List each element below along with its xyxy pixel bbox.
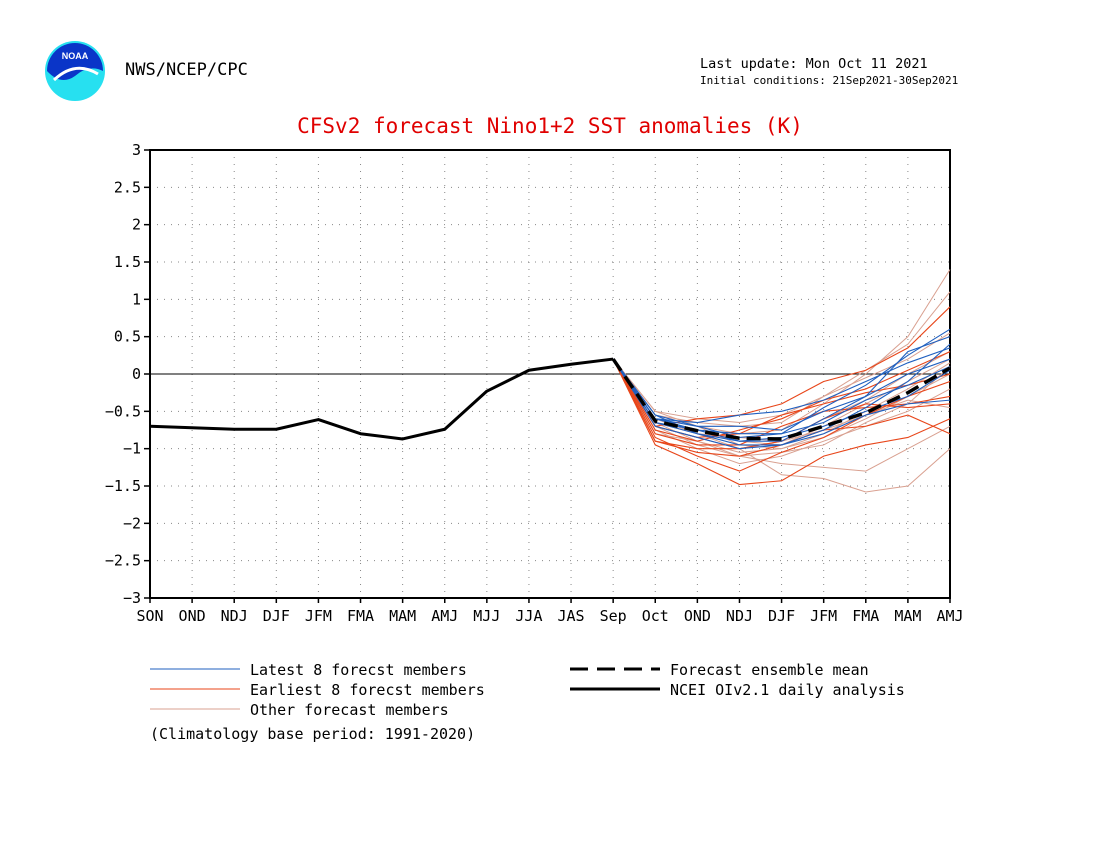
earliest-member-line [612, 358, 951, 486]
x-tick-label: DJF [768, 607, 795, 625]
x-tick-label: JAS [558, 607, 585, 625]
legend-lines [150, 667, 660, 710]
x-tick-label: NDJ [221, 607, 248, 625]
x-tick-label: Oct [642, 607, 669, 625]
logo-text: NOAA [62, 51, 89, 61]
series [149, 269, 951, 493]
x-tick-label: MAM [389, 607, 416, 625]
y-tick-label: 3 [132, 141, 141, 159]
ensemble-mean-line [611, 358, 951, 441]
legend-latest-label: Latest 8 forecst members [250, 661, 467, 679]
x-tick-label: Sep [600, 607, 627, 625]
y-tick-label: 0 [132, 365, 141, 383]
grid [150, 150, 950, 598]
y-tick-label: 2 [132, 216, 141, 234]
y-tick-label: −3 [123, 589, 141, 607]
latest-member-line [612, 358, 951, 450]
agency-label: NWS/NCEP/CPC [125, 60, 248, 80]
x-tick-label: NDJ [726, 607, 753, 625]
chart-title: CFSv2 forecast Nino1+2 SST anomalies (K) [297, 114, 803, 138]
x-tick-label: FMA [347, 607, 374, 625]
x-tick-label: JJA [515, 607, 542, 625]
x-tick-label: OND [684, 607, 711, 625]
y-tick-label: −2.5 [105, 552, 141, 570]
earliest-member-line [612, 358, 951, 472]
y-tick-label: 1 [132, 290, 141, 308]
legend-earliest-label: Earliest 8 forecst members [250, 681, 485, 699]
legend-mean-label: Forecast ensemble mean [670, 661, 869, 679]
x-tick-label: OND [179, 607, 206, 625]
other-member-line [612, 358, 951, 472]
earliest-member-line [612, 351, 951, 442]
y-tick-label: −1 [123, 440, 141, 458]
x-tick-label: SON [136, 607, 163, 625]
x-tick-label: AMJ [431, 607, 458, 625]
x-tick-label: MJJ [473, 607, 500, 625]
x-tick-label: DJF [263, 607, 290, 625]
y-tick-label: −1.5 [105, 477, 141, 495]
x-tick-label: JFM [305, 607, 332, 625]
x-tick-label: FMA [852, 607, 879, 625]
y-tick-label: −0.5 [105, 402, 141, 420]
y-tick-label: 2.5 [114, 178, 141, 196]
other-member-line [612, 291, 951, 427]
noaa-logo: NOAA [45, 41, 105, 101]
initial-conditions-text: Initial conditions: 21Sep2021-30Sep2021 [700, 74, 959, 87]
analysis-line [149, 357, 614, 441]
x-tick-label: AMJ [936, 607, 963, 625]
last-update-text: Last update: Mon Oct 11 2021 [700, 56, 928, 72]
latest-member-line [612, 347, 951, 424]
legend-analysis-label: NCEI OIv2.1 daily analysis [670, 681, 905, 699]
earliest-member-line [612, 358, 951, 446]
y-tick-label: −2 [123, 514, 141, 532]
x-tick-label: JFM [810, 607, 837, 625]
latest-member-line [612, 336, 951, 431]
legend-other-label: Other forecast members [250, 701, 449, 719]
y-tick-label: 1.5 [114, 253, 141, 271]
y-tick-label: 0.5 [114, 328, 141, 346]
climatology-note: (Climatology base period: 1991-2020) [150, 725, 476, 743]
x-tick-label: MAM [894, 607, 921, 625]
